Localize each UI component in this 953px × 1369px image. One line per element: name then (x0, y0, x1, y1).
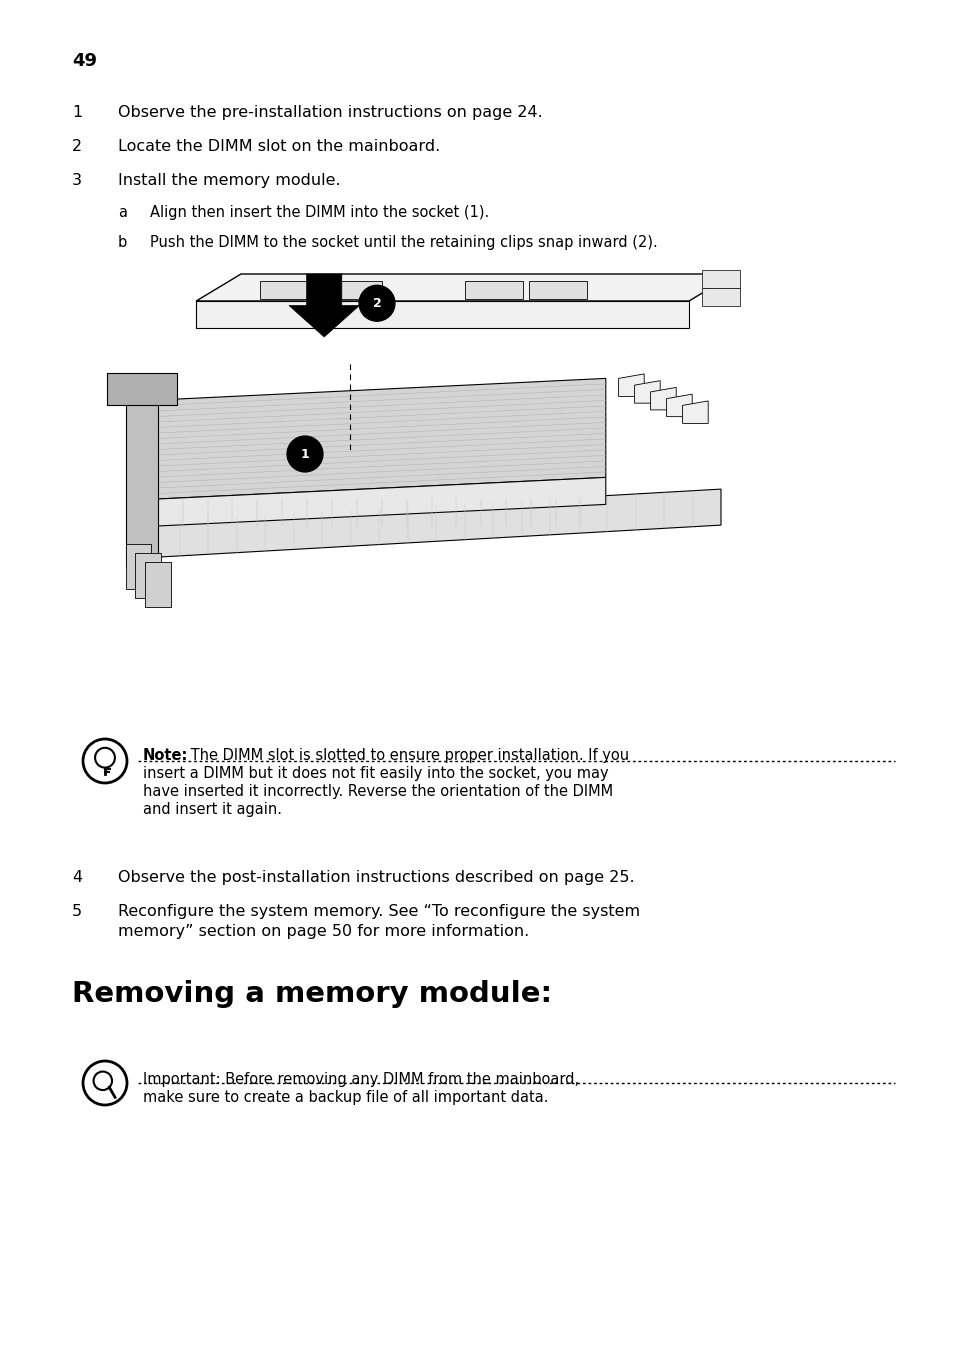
Circle shape (83, 739, 127, 783)
Text: Observe the post-installation instructions described on page 25.: Observe the post-installation instructio… (118, 871, 634, 884)
Text: a: a (118, 205, 127, 220)
Polygon shape (157, 478, 605, 526)
Text: Important: Before removing any DIMM from the mainboard,: Important: Before removing any DIMM from… (143, 1072, 578, 1087)
Polygon shape (152, 489, 720, 557)
Polygon shape (701, 270, 740, 287)
Text: 4: 4 (71, 871, 82, 884)
Text: 5: 5 (71, 904, 82, 919)
Polygon shape (196, 274, 733, 301)
Text: have inserted it incorrectly. Reverse the orientation of the DIMM: have inserted it incorrectly. Reverse th… (143, 784, 613, 799)
Text: The DIMM slot is slotted to ensure proper installation. If you: The DIMM slot is slotted to ensure prope… (186, 747, 628, 763)
Text: 3: 3 (71, 172, 82, 188)
Text: 49: 49 (71, 52, 97, 70)
Text: and insert it again.: and insert it again. (143, 802, 282, 817)
Text: 2: 2 (71, 140, 82, 153)
Text: insert a DIMM but it does not fit easily into the socket, you may: insert a DIMM but it does not fit easily… (143, 767, 608, 780)
Text: Reconfigure the system memory. See “To reconfigure the system: Reconfigure the system memory. See “To r… (118, 904, 639, 919)
Polygon shape (650, 387, 676, 409)
Text: 1: 1 (300, 448, 309, 460)
Text: 1: 1 (71, 105, 82, 120)
Text: memory” section on page 50 for more information.: memory” section on page 50 for more info… (118, 924, 529, 939)
Text: b: b (118, 235, 127, 251)
Text: Removing a memory module:: Removing a memory module: (71, 980, 552, 1008)
Polygon shape (464, 281, 522, 298)
Polygon shape (126, 543, 152, 589)
Circle shape (287, 437, 322, 472)
Text: Install the memory module.: Install the memory module. (118, 172, 340, 188)
Text: make sure to create a backup file of all important data.: make sure to create a backup file of all… (143, 1090, 548, 1105)
Text: Note:: Note: (143, 747, 188, 763)
Polygon shape (529, 281, 586, 298)
Polygon shape (634, 381, 659, 402)
Circle shape (358, 285, 395, 322)
Polygon shape (682, 401, 707, 423)
Polygon shape (145, 563, 171, 606)
Polygon shape (618, 374, 643, 397)
Text: Push the DIMM to the socket until the retaining clips snap inward (2).: Push the DIMM to the socket until the re… (150, 235, 657, 251)
Polygon shape (126, 400, 157, 567)
Text: 2: 2 (373, 297, 381, 309)
Polygon shape (157, 378, 605, 498)
Polygon shape (324, 281, 381, 298)
Circle shape (83, 1061, 127, 1105)
Polygon shape (196, 301, 688, 329)
Polygon shape (260, 281, 317, 298)
Text: Observe the pre-installation instructions on page 24.: Observe the pre-installation instruction… (118, 105, 542, 120)
Polygon shape (701, 287, 740, 305)
Polygon shape (107, 372, 177, 404)
Polygon shape (666, 394, 692, 416)
Text: Locate the DIMM slot on the mainboard.: Locate the DIMM slot on the mainboard. (118, 140, 439, 153)
Polygon shape (289, 274, 359, 337)
Polygon shape (135, 553, 161, 598)
Text: Align then insert the DIMM into the socket (1).: Align then insert the DIMM into the sock… (150, 205, 489, 220)
